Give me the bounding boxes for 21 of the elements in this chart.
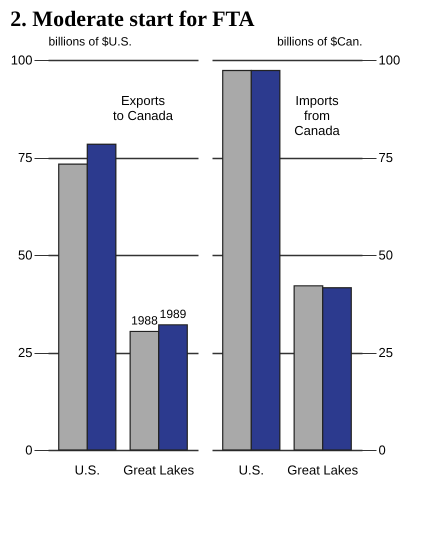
y-tick-label: 50 [18,248,32,262]
x-tick-label: Great Lakes [123,462,195,478]
y-tick-label: 0 [25,442,32,458]
x-tick-label: Great Lakes [287,462,359,478]
y-axis-title: billions of $U.S. [48,34,132,48]
y-tick-label: 100 [10,52,32,68]
y-tick-label: 100 [378,52,400,68]
y-tick-label: 25 [378,345,393,360]
y-tick-label: 75 [378,150,393,165]
series-label: 1988 [131,313,158,328]
x-tick-label: U.S. [74,462,100,478]
y-tick-label: 0 [378,442,386,458]
y-tick-label: 50 [378,248,393,262]
x-tick-label: U.S. [238,462,264,478]
series-label: 1989 [160,306,187,321]
y-tick-label: 25 [18,345,32,360]
chart-title: 2. Moderate start for FTA [10,6,255,31]
annotation: Imports from Canada [294,93,341,138]
y-axis-title: billions of $Can. [277,34,362,48]
annotation: Exports to Canada [113,93,174,123]
y-tick-label: 75 [18,150,32,165]
